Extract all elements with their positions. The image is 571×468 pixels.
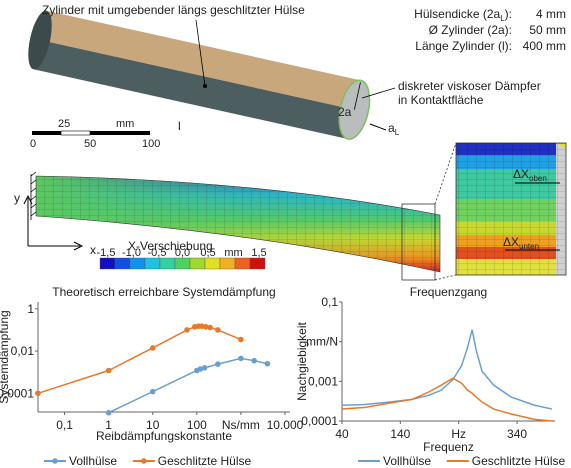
colorbar-cell bbox=[100, 258, 115, 269]
y-tick-label: mm/N bbox=[306, 335, 338, 349]
y-axis-label: Systemdämpfung bbox=[0, 310, 11, 403]
y-tick-label: 0,001 bbox=[308, 374, 338, 388]
colorbar-label: 0,0 bbox=[175, 247, 190, 259]
colorbar-label: mm bbox=[224, 247, 242, 259]
y-axis-label: Nachgiebigkeit bbox=[295, 321, 309, 400]
colorbar-cell bbox=[250, 258, 265, 269]
zoom-inset bbox=[456, 143, 566, 275]
x-tick-label: 140 bbox=[390, 427, 410, 441]
colorbar-label: -1,0 bbox=[122, 247, 141, 259]
x-axis-label: Reibdämpfungskonstante bbox=[96, 429, 232, 443]
x-tick-label: 340 bbox=[507, 427, 527, 441]
legend-label: Geschlitzte Hülse bbox=[472, 454, 566, 468]
colorbar-cell bbox=[220, 258, 235, 269]
zoom-label: ΔX bbox=[503, 235, 519, 249]
point bbox=[238, 356, 244, 362]
spec-label: Hülsendicke (2a bbox=[414, 7, 500, 21]
legend-marker bbox=[141, 458, 147, 464]
dim-arrow bbox=[370, 124, 386, 130]
svg-text:Hülsendicke (2aL):: Hülsendicke (2aL): bbox=[414, 7, 512, 23]
legend-label: Vollhülse bbox=[383, 454, 431, 468]
point bbox=[35, 390, 41, 396]
damper-label: diskreter viskoser Dämpfer bbox=[398, 79, 541, 93]
point bbox=[238, 337, 244, 343]
zoom-label: ΔX bbox=[513, 167, 529, 181]
point bbox=[106, 410, 112, 416]
x-tick-label: 10.000 bbox=[267, 418, 304, 432]
colorbar: -1,5 -1,0 -0,5 0,0 0,5 mm 1,5 bbox=[97, 247, 267, 269]
point bbox=[202, 365, 208, 371]
point bbox=[150, 389, 156, 395]
cylinder bbox=[24, 9, 375, 142]
scale-label: 50 bbox=[84, 138, 96, 150]
point bbox=[184, 327, 190, 333]
x-tick-label: 0,1 bbox=[56, 418, 73, 432]
x-axis-label: Frequenz bbox=[423, 440, 474, 454]
colorbar-label: -1,5 bbox=[97, 247, 116, 259]
dim-sub: L bbox=[395, 128, 400, 137]
legend-marker bbox=[52, 458, 58, 464]
colorbar-cell bbox=[235, 258, 250, 269]
colorbar-cell bbox=[145, 258, 160, 269]
colorbar-label: 1,5 bbox=[251, 247, 266, 259]
colorbar-cell bbox=[205, 258, 220, 269]
colorbar-label: 0,5 bbox=[200, 247, 215, 259]
x-tick-label: Hz bbox=[451, 427, 466, 441]
leader-dot bbox=[203, 84, 207, 88]
chart-title: Frequenzgang bbox=[410, 285, 487, 299]
cylinder-label: Zylinder mit umgebender längs geschlitzt… bbox=[42, 3, 305, 17]
legend-label: Vollhülse bbox=[69, 454, 117, 468]
zoom-sub: unten bbox=[519, 242, 539, 251]
spec-label: Länge Zylinder (l): bbox=[415, 39, 512, 53]
point bbox=[207, 325, 213, 331]
colorbar-cell bbox=[160, 258, 175, 269]
scale-label: mm bbox=[116, 118, 134, 130]
scale-label: 0 bbox=[30, 138, 36, 150]
y-tick-label: 0,0001 bbox=[301, 414, 338, 428]
point bbox=[265, 361, 271, 367]
series-line bbox=[342, 330, 552, 409]
y-tick-label: 0,01 bbox=[11, 344, 35, 358]
colorbar-cell bbox=[130, 258, 145, 269]
axis-letter: x bbox=[90, 243, 96, 257]
spec-label: Ø Zylinder (2a): bbox=[429, 23, 512, 37]
colorbar-cell bbox=[115, 258, 130, 269]
colorbar-label: -0,5 bbox=[148, 247, 167, 259]
point bbox=[251, 358, 257, 364]
axis-letter: y bbox=[14, 191, 20, 205]
scale-label: 100 bbox=[142, 138, 160, 150]
spec-value: 50 mm bbox=[529, 23, 566, 37]
spec-value: 4 mm bbox=[536, 7, 566, 21]
figure: Zylinder mit umgebender längs geschlitzt… bbox=[0, 0, 571, 468]
scale-bar: 25 mm 0 50 100 bbox=[30, 118, 160, 150]
point bbox=[106, 368, 112, 374]
point bbox=[215, 327, 221, 333]
spec-label: ): bbox=[505, 7, 512, 21]
damper-label: in Kontaktfläche bbox=[398, 93, 484, 107]
colorbar-cell bbox=[175, 258, 190, 269]
x-tick-label: 40 bbox=[335, 427, 349, 441]
zoom-sub: oben bbox=[529, 174, 547, 183]
svg-text:aL: aL bbox=[388, 121, 400, 137]
specs: Hülsendicke (2aL): 4 mm Ø Zylinder (2a):… bbox=[414, 7, 566, 53]
point bbox=[215, 361, 221, 367]
dim-label: l bbox=[178, 119, 181, 133]
legend-label: Geschlitzte Hülse bbox=[158, 454, 252, 468]
colorbar-cell bbox=[190, 258, 205, 269]
dim-label: 2a bbox=[338, 105, 352, 119]
series-line bbox=[109, 358, 268, 412]
y-tick-label: 0,1 bbox=[321, 295, 338, 309]
point bbox=[150, 345, 156, 351]
chart-title: Theoretisch erreichbare Systemdämpfung bbox=[52, 285, 275, 299]
y-tick-label: 1 bbox=[27, 302, 34, 316]
series-line bbox=[38, 326, 241, 393]
scale-label: 25 bbox=[58, 118, 70, 130]
spec-value: 400 mm bbox=[523, 39, 566, 53]
